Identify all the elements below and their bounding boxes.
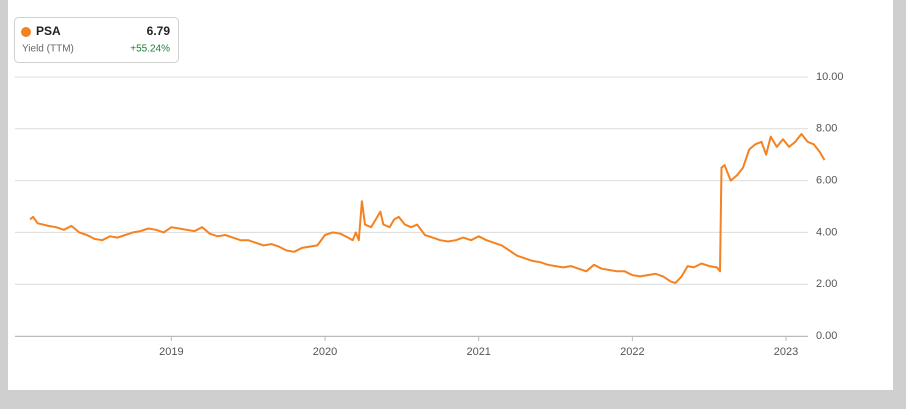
- x-tick-label: 2021: [466, 346, 490, 358]
- x-tick-label: 2020: [313, 346, 337, 358]
- legend-value: 6.79: [147, 24, 171, 38]
- y-tick-label: 10.00: [816, 71, 844, 83]
- legend-change: +55.24%: [130, 44, 170, 55]
- x-tick-label: 2019: [159, 346, 183, 358]
- y-tick-label: 8.00: [816, 123, 837, 135]
- line-series: [29, 133, 826, 284]
- y-tick-label: 2.00: [816, 278, 837, 290]
- panel: [8, 0, 893, 390]
- x-tick-label: 2022: [620, 346, 644, 358]
- x-tick-label: 2023: [774, 346, 798, 358]
- legend-box: [14, 17, 179, 63]
- y-tick-label: 4.00: [816, 226, 837, 238]
- y-tick-label: 6.00: [816, 175, 837, 187]
- legend-metric: Yield (TTM): [22, 44, 74, 55]
- legend-name: PSA: [36, 24, 61, 38]
- legend-dot: [21, 27, 31, 37]
- y-tick-label: 0.00: [816, 330, 837, 342]
